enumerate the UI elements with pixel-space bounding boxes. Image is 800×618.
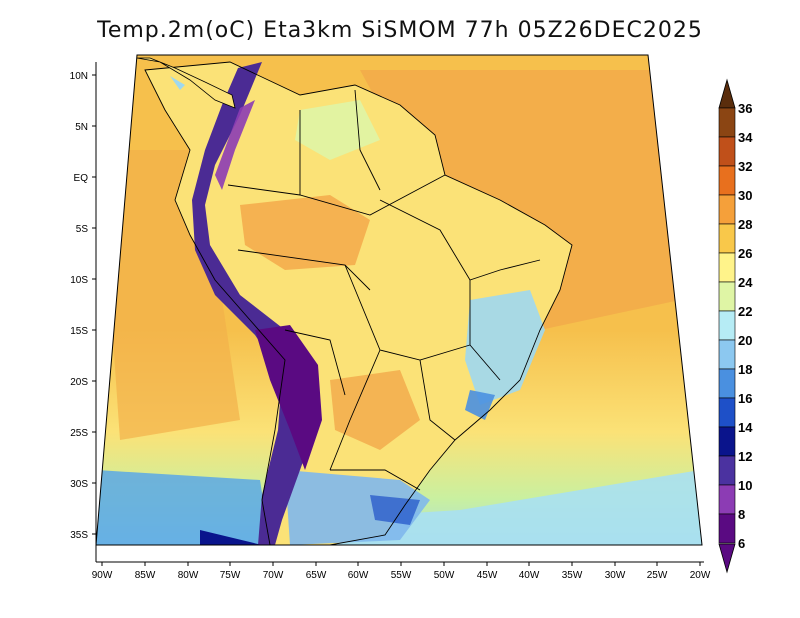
lat-axis — [92, 62, 704, 563]
colorbar-label: 20 — [738, 333, 752, 348]
lat-label: 5N — [75, 122, 88, 133]
map-title: Temp.2m(oC) Eta3km SiSMOM 77h 05Z26DEC20… — [97, 18, 703, 43]
colorbar-box — [718, 310, 736, 341]
colorbar-box — [718, 368, 736, 399]
map-field — [96, 55, 702, 545]
lat-label: 25S — [70, 428, 88, 439]
lat-label: 20S — [70, 377, 88, 388]
colorbar-label: 30 — [738, 188, 752, 203]
colorbar-label: 6 — [738, 536, 745, 551]
lat-label: 35S — [70, 530, 88, 541]
patagonia-cold — [200, 530, 262, 545]
colorbar-boxes — [718, 107, 736, 544]
colorbar-label: 8 — [738, 507, 745, 522]
lon-label: 55W — [391, 570, 412, 581]
lon-label: 65W — [306, 570, 327, 581]
lon-label: 60W — [348, 570, 369, 581]
colorbar-labels: 36 34 32 30 28 26 24 22 20 18 16 14 12 1… — [738, 101, 753, 551]
country-borders — [144, 61, 573, 545]
lon-label: 50W — [434, 570, 455, 581]
lon-labels: 90W 85W 80W 75W 70W 65W 60W 55W 50W 45W … — [92, 570, 711, 581]
atlantic-warm-zone — [360, 70, 680, 330]
colorbar-label: 10 — [738, 478, 752, 493]
colorbar-box — [718, 281, 736, 312]
central-america — [136, 57, 236, 109]
colorbar-box — [718, 165, 736, 196]
colorbar-box — [718, 339, 736, 370]
colorbar-label: 22 — [738, 304, 752, 319]
colorbar-box — [718, 455, 736, 486]
uruguay-cold-spot — [370, 495, 420, 525]
lon-label: 80W — [178, 570, 199, 581]
colorbar — [718, 78, 736, 574]
colorbar-box — [718, 397, 736, 428]
lon-label: 70W — [263, 570, 284, 581]
continent-land — [145, 62, 572, 545]
colorbar-box — [718, 484, 736, 515]
colorbar-label: 12 — [738, 449, 752, 464]
lon-label: 75W — [220, 570, 241, 581]
pacific-cold-zone — [96, 470, 270, 545]
colorbar-label: 24 — [738, 275, 753, 290]
colorbar-box — [718, 107, 736, 138]
lon-label: 85W — [135, 570, 156, 581]
lon-label: 90W — [92, 570, 113, 581]
lat-label: 10N — [70, 71, 88, 82]
lat-label: 5S — [76, 224, 89, 235]
colorbar-box — [718, 194, 736, 225]
lon-label: 30W — [605, 570, 626, 581]
colorbar-label: 26 — [738, 246, 752, 261]
colorbar-box — [718, 513, 736, 544]
lon-label: 35W — [562, 570, 583, 581]
colorbar-label: 34 — [738, 130, 753, 145]
colorbar-top-arrow — [718, 78, 736, 109]
lat-labels: 10N 5N EQ 5S 10S 15S 20S 25S 30S 35S — [70, 71, 89, 541]
colorbar-label: 32 — [738, 159, 752, 174]
chaco-hot-patch — [330, 370, 420, 450]
colorbar-label: 18 — [738, 362, 752, 377]
colorbar-box — [718, 252, 736, 283]
central-america-peaks — [170, 76, 185, 90]
lon-axis — [101, 562, 701, 566]
andes-cordillera — [192, 62, 318, 545]
colorbar-box — [718, 426, 736, 457]
colorbar-box — [718, 223, 736, 254]
guiana-mild-patch — [295, 100, 380, 160]
northern-andes — [215, 100, 255, 190]
colorbar-label: 14 — [738, 420, 753, 435]
colorbar-label: 16 — [738, 391, 752, 406]
colorbar-label: 28 — [738, 217, 752, 232]
southern-cone-cool — [285, 470, 430, 545]
map-frame — [95, 54, 703, 546]
lat-label: 30S — [70, 479, 88, 490]
colorbar-label: 36 — [738, 101, 752, 116]
lat-label: EQ — [74, 173, 89, 184]
brazil-highlands-cool — [465, 290, 545, 405]
colorbar-box — [718, 136, 736, 167]
lon-label: 40W — [519, 570, 540, 581]
lon-label: 25W — [647, 570, 668, 581]
lat-label: 10S — [70, 275, 88, 286]
lon-label: 20W — [690, 570, 711, 581]
altiplano-cold — [255, 325, 322, 470]
amazon-hot-patch — [240, 195, 370, 270]
lat-label: 15S — [70, 326, 88, 337]
colorbar-bottom-arrow — [718, 543, 736, 574]
lon-label: 45W — [477, 570, 498, 581]
